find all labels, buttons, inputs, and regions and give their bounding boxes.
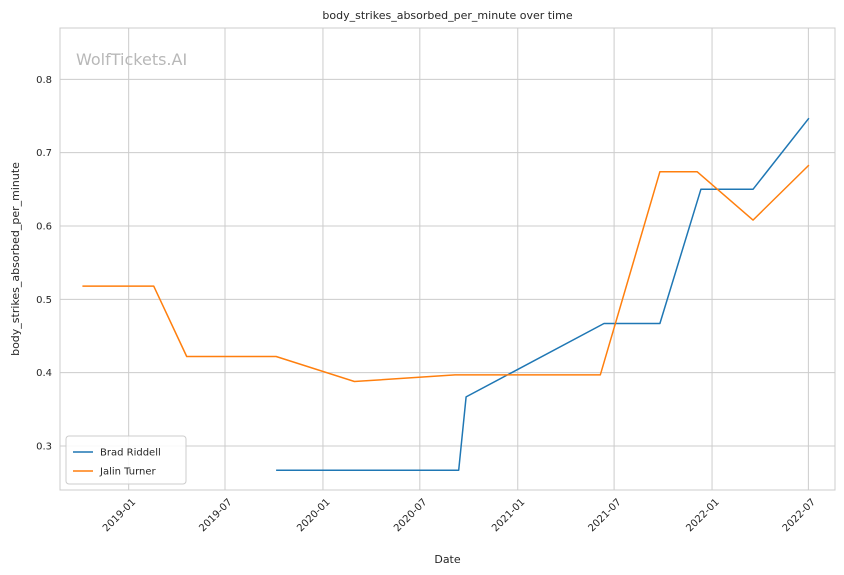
data-point-brad-riddell: [658, 322, 661, 325]
legend-box: [65, 435, 187, 485]
chart-title: body_strikes_absorbed_per_minute over ti…: [322, 9, 572, 22]
data-point-jalin-turner: [81, 285, 84, 288]
y-tick-label: 0.6: [36, 222, 52, 233]
watermark: WolfTickets.AI: [76, 50, 187, 69]
data-point-jalin-turner: [752, 219, 755, 222]
data-point-jalin-turner: [353, 380, 356, 383]
y-tick-label: 0.5: [36, 295, 52, 306]
grid: [60, 28, 835, 490]
y-axis-ticks: 0.3 0.4 0.5 0.6 0.7 0.8: [36, 75, 52, 453]
data-point-jalin-turner: [152, 285, 155, 288]
data-point-jalin-turner: [453, 373, 456, 376]
legend-label-jalin-turner: Jalin Turner: [99, 467, 157, 478]
x-axis-label: Date: [434, 553, 461, 566]
data-point-jalin-turner: [275, 355, 278, 358]
y-tick-label: 0.3: [36, 442, 52, 453]
data-point-jalin-turner: [696, 170, 699, 173]
series-line-brad-riddell: [276, 117, 810, 471]
data-point-brad-riddell: [602, 322, 605, 325]
y-axis-label: body_strikes_absorbed_per_minute: [9, 162, 22, 356]
y-tick-label: 0.8: [36, 75, 52, 86]
legend: Brad Riddell Jalin Turner: [65, 435, 187, 485]
plot-area: [59, 27, 836, 491]
y-tick-label: 0.7: [36, 148, 52, 159]
data-point-brad-riddell: [457, 469, 460, 472]
data-point-brad-riddell: [699, 188, 702, 191]
data-point-brad-riddell: [807, 117, 810, 120]
data-point-brad-riddell: [752, 188, 755, 191]
data-point-jalin-turner: [658, 170, 661, 173]
data-point-jalin-turner: [599, 373, 602, 376]
data-point-brad-riddell: [465, 395, 468, 398]
data-point-jalin-turner: [185, 355, 188, 358]
data-point-brad-riddell: [275, 469, 278, 472]
series-line-jalin-turner: [82, 164, 810, 383]
y-tick-label: 0.4: [36, 368, 52, 379]
legend-label-brad-riddell: Brad Riddell: [100, 448, 161, 459]
series-layer: [81, 117, 810, 472]
data-point-jalin-turner: [807, 164, 810, 167]
